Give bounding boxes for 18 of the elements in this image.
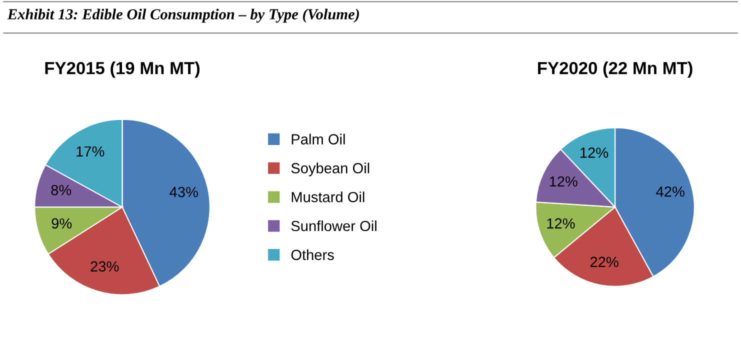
legend-label: Sunflower Oil [291, 220, 376, 232]
legend-label: Palm Oil [292, 134, 345, 144]
data-label: 17% [76, 146, 104, 157]
data-label: 12% [547, 218, 575, 229]
data-label: 12% [550, 176, 578, 187]
legend-label: Others [291, 249, 334, 260]
data-label: 8% [51, 184, 72, 196]
chart-title: FY2015 (19 Mn MT) [45, 62, 200, 78]
data-label: 42% [656, 186, 684, 197]
data-label: 43% [170, 186, 198, 198]
legend-label: Soybean Oil [291, 162, 370, 176]
data-label: 22% [590, 256, 618, 268]
data-label: 23% [90, 261, 119, 272]
legend-label: Mustard Oil [292, 192, 364, 202]
data-label: 9% [52, 218, 72, 229]
text: Exhibit 13: Edible Oil Consumption – by Type (Volume) [7, 8, 359, 23]
chart-title: FY2020 (22 Mn MT) [538, 62, 692, 78]
data-label: 12% [580, 148, 608, 158]
